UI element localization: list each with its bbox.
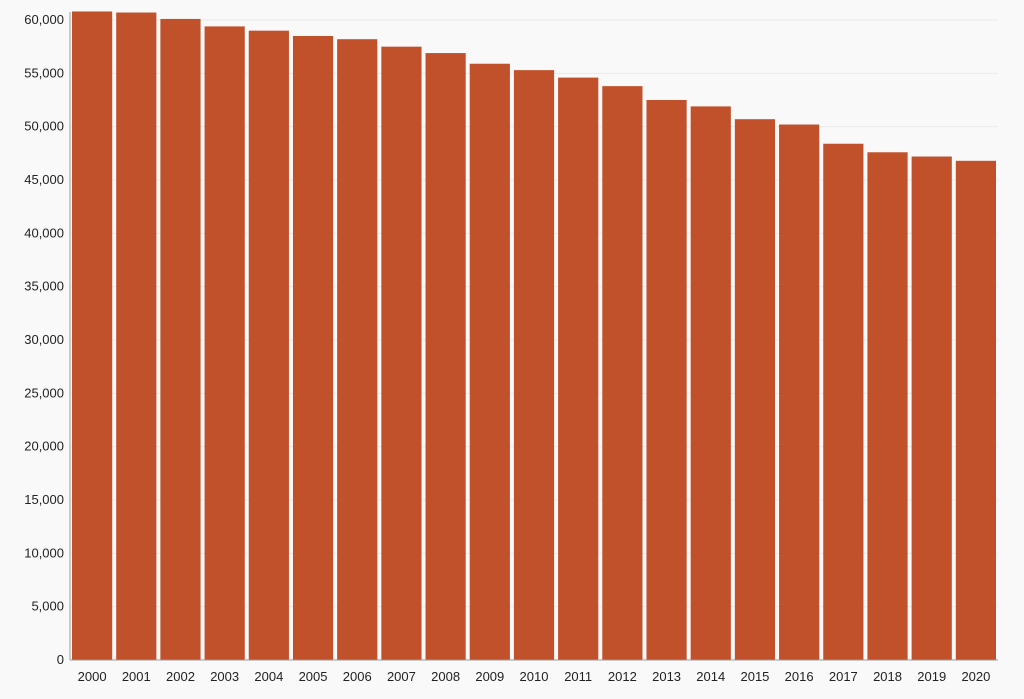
bar [381, 46, 422, 660]
bar [248, 30, 289, 660]
x-tick-label: 2004 [254, 669, 283, 684]
x-tick-label: 2005 [299, 669, 328, 684]
bar [337, 39, 378, 660]
y-tick-label: 50,000 [24, 119, 64, 134]
bar [558, 77, 599, 661]
x-tick-label: 2007 [387, 669, 416, 684]
y-tick-label: 55,000 [24, 65, 64, 80]
bar [116, 12, 157, 661]
y-axis-tick-labels: 0 5,000 10,000 15,000 20,000 25,000 30,000 35,0… [24, 12, 64, 667]
bar [955, 160, 996, 661]
bar [690, 106, 731, 660]
x-tick-label: 2011 [564, 669, 592, 684]
x-tick-label: 2012 [608, 669, 637, 684]
bar [911, 156, 952, 661]
x-tick-label: 2019 [917, 669, 946, 684]
x-tick-label: 2010 [520, 669, 549, 684]
bar [602, 86, 643, 661]
y-tick-label: 25,000 [24, 385, 64, 400]
x-tick-label: 2003 [210, 669, 239, 684]
y-tick-label: 40,000 [24, 225, 64, 240]
bar [160, 18, 201, 660]
bar [204, 26, 245, 660]
x-tick-label: 2013 [652, 669, 681, 684]
bar [779, 124, 820, 661]
y-tick-label: 15,000 [24, 492, 64, 507]
y-tick-label: 0 [57, 652, 64, 667]
x-axis-tick-labels: 2000 2001 2002 2003 2004 2005 2006 2007 2008 2009… [78, 669, 991, 684]
x-tick-label: 2020 [961, 669, 990, 684]
x-tick-label: 2001 [122, 669, 151, 684]
x-tick-label: 2002 [166, 669, 195, 684]
bar [425, 53, 466, 661]
x-tick-label: 2008 [431, 669, 460, 684]
x-tick-label: 2015 [740, 669, 769, 684]
bar [72, 11, 113, 660]
bars [72, 11, 996, 661]
bar [734, 119, 776, 660]
y-tick-label: 20,000 [24, 439, 64, 454]
bar [513, 70, 555, 661]
y-tick-label: 10,000 [24, 545, 64, 560]
y-tick-label: 30,000 [24, 332, 64, 347]
bar [292, 36, 334, 660]
x-tick-label: 2006 [343, 669, 372, 684]
x-tick-label: 2016 [785, 669, 814, 684]
x-tick-label: 2014 [696, 669, 725, 684]
y-tick-label: 60,000 [24, 12, 64, 27]
y-tick-label: 35,000 [24, 279, 64, 294]
bar [867, 152, 908, 660]
bar [823, 143, 864, 660]
bar [469, 63, 510, 660]
y-tick-label: 5,000 [31, 599, 64, 614]
y-tick-label: 45,000 [24, 172, 64, 187]
x-tick-label: 2000 [78, 669, 107, 684]
x-tick-label: 2018 [873, 669, 902, 684]
bar [646, 100, 687, 660]
x-tick-label: 2009 [475, 669, 504, 684]
x-tick-label: 2017 [829, 669, 858, 684]
